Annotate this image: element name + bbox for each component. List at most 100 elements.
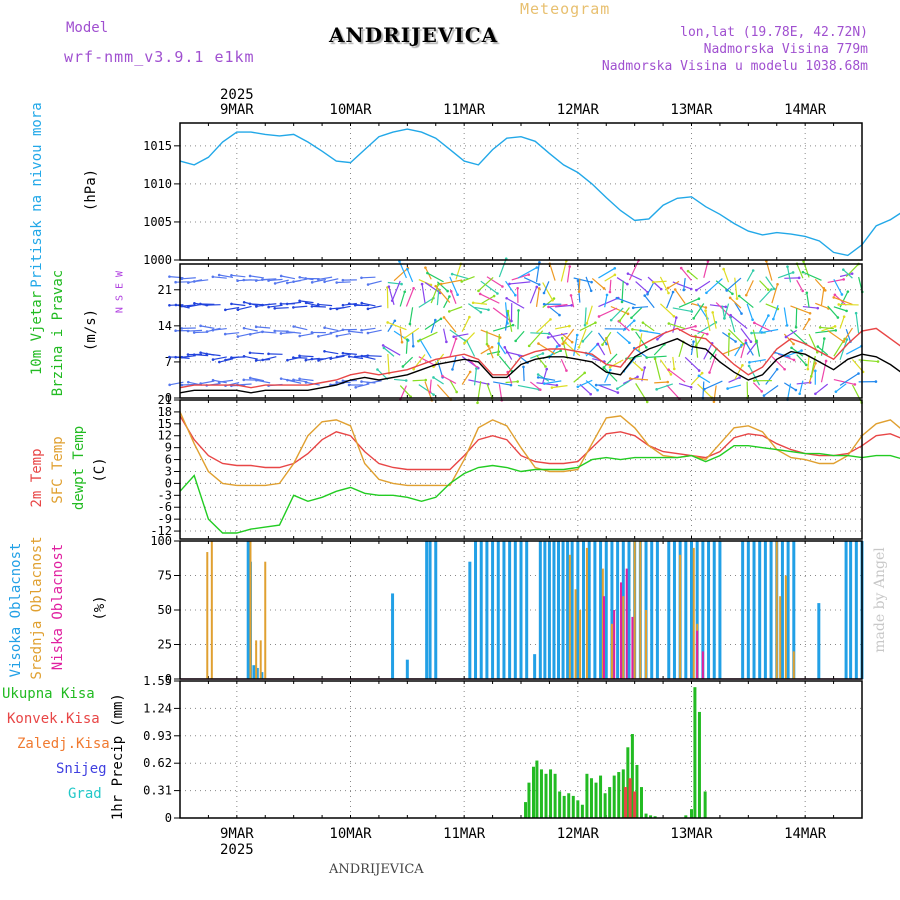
precip-bar [580,804,584,818]
wind-arrow-head [230,273,233,277]
wind-arrow-head [317,335,320,338]
wind-arrow [802,271,822,281]
wind-arrow-head [316,303,320,306]
wind-arrow-head [589,392,592,396]
ytick-label: 7 [165,355,172,369]
wind-arrow [299,332,314,337]
wind-arrow-head [762,394,766,397]
wind-arrow-head [535,285,539,289]
wind-arrow-head [602,287,606,290]
wind-arrow-head [792,342,795,346]
wind-arrow [361,302,376,307]
wind-arrow-head [846,290,850,293]
wind-arrow [399,385,407,400]
wind-arrow [668,322,686,330]
ytick-label: 25 [158,638,172,652]
wind-arrow-head [671,290,675,294]
wind-arrow [815,329,836,334]
wind-arrow-head [558,344,561,347]
ytick-label: 0.62 [143,756,172,770]
wind-arrow [318,356,333,362]
wind-arrow-head [824,359,828,363]
wind-arrow-head [667,368,670,371]
wind-arrow-head [550,386,554,389]
precip-bar [633,791,637,818]
wind-arrow-head [608,290,612,294]
cloud-bar [645,610,648,679]
wind-arrow [249,275,265,279]
wind-arrow [249,352,264,355]
wind-arrow [734,302,743,314]
cloud-bar [582,541,586,679]
wind-arrow-head [506,322,509,325]
wind-arrow-head [535,266,539,269]
wind-arrow-head [310,281,314,284]
wind-arrow-head [180,327,184,330]
cloud-bar [561,541,565,679]
wind-arrow-head [805,291,809,295]
cloud-bar [701,651,704,679]
precip-bar [558,791,562,818]
ytick-label: 0.31 [143,784,172,798]
cloud-bar [684,541,688,679]
wind-arrow-head [538,261,541,264]
wind-arrow [399,291,406,307]
wind-arrow [504,302,509,324]
wind-arrow [506,297,525,309]
wind-arrow-head [616,391,620,394]
wind-arrow [678,341,684,358]
wind-arrow-head [626,312,630,316]
cloud-bar [718,541,722,679]
wind-arrow-head [818,326,822,329]
ytick-label: 12 [158,429,172,443]
wind-arrow [598,267,616,279]
wind-arrow-head [412,287,415,290]
wind-arrow-head [168,355,171,359]
precip-bar [535,760,539,818]
ytick-label: 1000 [143,253,172,267]
wind-arrow-head [254,325,258,329]
wind-arrow-head [790,346,793,350]
wind-arrow [237,383,252,386]
wind-arrow [598,297,619,308]
cloud-bar [696,630,699,679]
wind-arrow [601,331,612,345]
wind-arrow-head [738,376,741,379]
wind-arrow [455,263,462,280]
wind-arrow-head [335,381,338,384]
wind-arrow-head [408,322,412,326]
wind-arrow-head [667,291,670,295]
wind-arrow [237,305,252,311]
wind-arrow [194,354,209,357]
wind-arrow [772,305,779,320]
wind-arrow-head [692,317,695,320]
wind-arrow-head [400,282,403,286]
wind-arrow-head [501,285,504,288]
wind-arrow-head [446,289,449,293]
wind-arrow-head [596,388,599,392]
wind-arrow [654,358,661,381]
wind-arrow [262,331,277,334]
wind-arrow-head [420,282,424,286]
wind-arrow [726,277,742,291]
wind-arrow-head [590,280,593,284]
wind-arrow-head [445,340,448,344]
wind-arrow [806,292,810,308]
wind-arrow [293,356,308,359]
wind-arrow-head [242,378,246,382]
wind-arrow-head [298,275,302,279]
cloud-bar [587,541,591,679]
wind-arrow-head [454,337,458,340]
wind-arrow-head [254,279,258,282]
precip-bar [690,809,693,818]
wind-arrow-head [168,304,171,307]
wind-arrow [256,326,271,329]
series-line-brzina-i-pravac [179,337,900,394]
wind-arrow [638,333,643,351]
wind-arrow [704,380,723,390]
ytick-label: 18 [158,405,172,419]
wind-arrow-head [248,333,252,336]
wind-arrow [597,343,606,356]
wind-arrow [783,333,794,345]
wind-arrow [200,380,215,385]
